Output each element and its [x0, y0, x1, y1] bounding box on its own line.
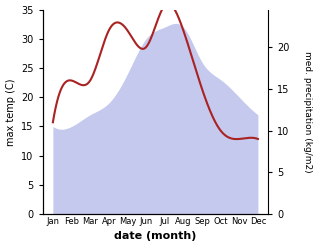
Y-axis label: med. precipitation (kg/m2): med. precipitation (kg/m2): [303, 51, 313, 173]
X-axis label: date (month): date (month): [114, 231, 197, 242]
Y-axis label: max temp (C): max temp (C): [5, 78, 16, 145]
